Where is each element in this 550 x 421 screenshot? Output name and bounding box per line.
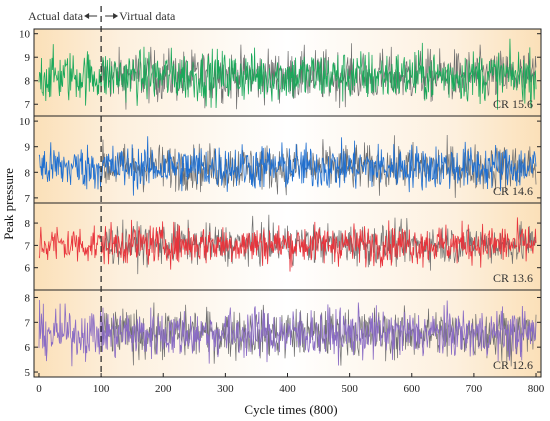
panel-label: CR 15.6 (493, 97, 533, 111)
y-tick-label: 9 (25, 52, 31, 64)
arrow-left-head (84, 13, 90, 19)
y-tick-label: 6 (25, 342, 31, 354)
y-tick-label: 5 (25, 367, 31, 379)
y-tick-label: 10 (19, 116, 31, 128)
x-tick-label: 200 (155, 383, 172, 395)
panel-2: 7 8 9 10 CR 14.6 (19, 115, 542, 205)
panel-label: CR 12.6 (493, 358, 533, 372)
y-tick-label: 8 (25, 167, 31, 179)
series-line (38, 300, 537, 367)
y-tick-label: 8 (25, 76, 31, 88)
panel-4: 5 6 7 8 CR 12.6 (25, 289, 542, 379)
x-tick-label: 100 (93, 383, 110, 395)
y-tick-label: 8 (25, 292, 31, 304)
x-tick-label: 0 (36, 383, 42, 395)
y-tick-label: 7 (25, 317, 31, 329)
panel-label: CR 14.6 (493, 184, 533, 198)
series-line (38, 38, 537, 110)
panel-3: 6 7 8 CR 13.6 (25, 202, 542, 291)
y-tick-label: 7 (25, 240, 31, 252)
y-tick-label: 8 (25, 218, 31, 230)
y-axis-label: Peak pressure (1, 168, 16, 240)
x-tick-label: 400 (279, 383, 296, 395)
panel-1: 7 8 9 10 CR 15.6 (19, 28, 542, 117)
y-tick-label: 7 (25, 193, 31, 205)
y-tick-label: 6 (25, 263, 31, 275)
x-tick-label: 700 (466, 383, 483, 395)
split-annotation: Actual data Virtual data (28, 9, 176, 23)
series-line (38, 217, 537, 272)
panel-background (34, 116, 541, 203)
series-line (38, 136, 537, 196)
x-axis: 0 100 200 300 400 500 600 700 800 (36, 373, 545, 395)
x-tick-label: 600 (404, 383, 421, 395)
x-tick-label: 300 (217, 383, 234, 395)
x-axis-label: Cycle times (800) (244, 402, 337, 417)
x-tick-label: 500 (341, 383, 358, 395)
y-tick-label: 9 (25, 142, 31, 154)
arrow-right-head (113, 13, 119, 19)
virtual-data-label: Virtual data (119, 9, 176, 23)
y-tick-label: 10 (19, 29, 31, 41)
panels: 7 8 9 10 CR 15.6 7 8 9 10 CR 14.6 6 7 8 CR 13.6 5 6 7 8 CR… (19, 28, 542, 379)
panel-label: CR 13.6 (493, 271, 533, 285)
y-tick-label: 7 (25, 99, 31, 111)
actual-data-label: Actual data (28, 9, 84, 23)
x-tick-label: 800 (528, 383, 545, 395)
